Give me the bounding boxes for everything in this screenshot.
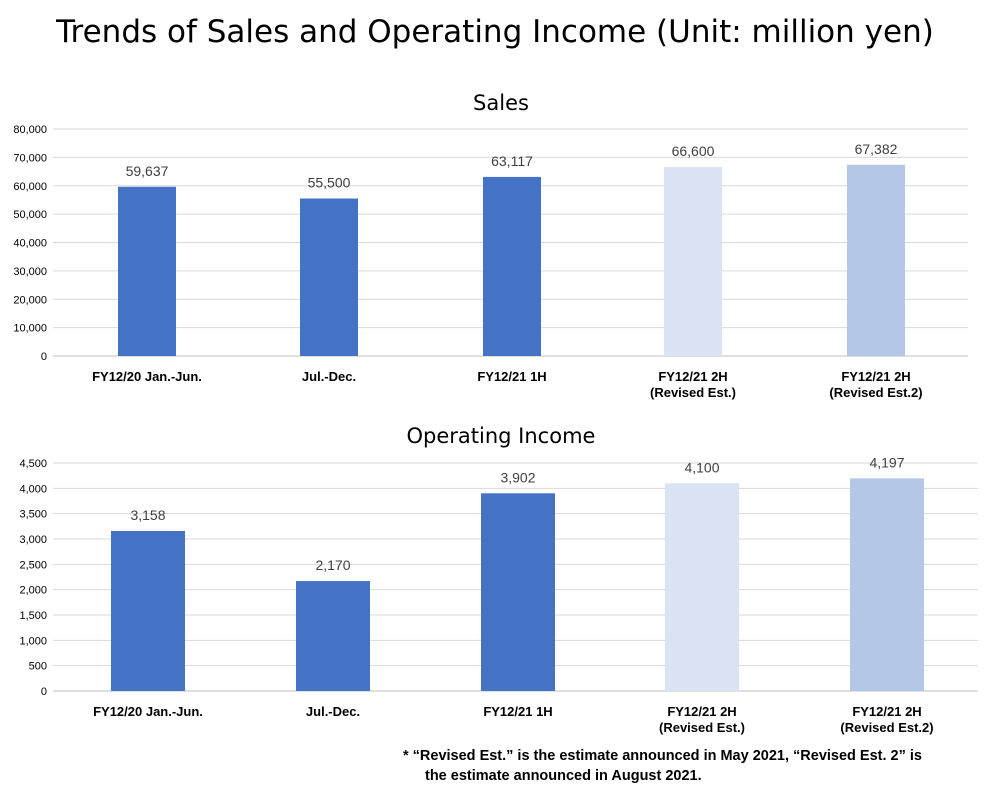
- data-label: 3,902: [500, 469, 535, 485]
- bar: [296, 581, 370, 691]
- y-tick-label: 1,500: [19, 610, 47, 622]
- data-label: 2,170: [315, 557, 350, 573]
- bar: [481, 493, 555, 691]
- category-label: FY12/20 Jan.-Jun.: [93, 704, 203, 719]
- category-label: FY12/21 2H: [841, 369, 910, 384]
- category-label: FY12/21 2H: [667, 704, 736, 719]
- bar: [847, 164, 905, 356]
- bar: [850, 478, 924, 691]
- data-label: 4,100: [684, 459, 719, 475]
- y-tick-label: 60,000: [13, 181, 47, 193]
- bar: [118, 186, 176, 356]
- y-tick-label: 500: [29, 661, 47, 673]
- data-label: 4,197: [869, 454, 904, 470]
- data-label: 67,382: [855, 141, 898, 157]
- y-tick-label: 0: [41, 351, 47, 363]
- operating-income-chart-plot: 0 500 1,000 1,500 2,000 2,500 3,000 3,500 4,000 4…: [19, 454, 978, 735]
- y-tick-label: 20,000: [13, 294, 47, 306]
- y-tick-label: 10,000: [13, 323, 47, 335]
- bar: [664, 167, 722, 356]
- y-tick-label: 2,000: [19, 585, 47, 597]
- bar: [665, 483, 739, 691]
- category-label: FY12/20 Jan.-Jun.: [92, 369, 202, 384]
- category-label: FY12/21 2H: [658, 369, 727, 384]
- y-tick-label: 30,000: [13, 266, 47, 278]
- footnote-line-2: the estimate announced in August 2021.: [425, 768, 702, 784]
- y-tick-label: 1,000: [19, 635, 47, 647]
- bar: [111, 530, 185, 691]
- y-tick-label: 0: [41, 686, 47, 698]
- y-tick-label: 4,000: [19, 483, 47, 495]
- sales-chart-plot: 0 10,000 20,000 30,000 40,000 50,000 60,000 70,…: [13, 124, 968, 400]
- bar: [483, 176, 541, 356]
- y-tick-label: 40,000: [13, 238, 47, 250]
- category-label: FY12/21 1H: [483, 704, 552, 719]
- category-label: (Revised Est.): [659, 720, 745, 735]
- operating-income-chart-title: Operating Income: [406, 424, 596, 448]
- category-label: FY12/21 2H: [852, 704, 921, 719]
- data-label: 66,600: [672, 143, 715, 159]
- y-tick-label: 2,500: [19, 559, 47, 571]
- operating-income-chart: Operating Income 0 500 1,000 1,500 2,000 2,50…: [19, 424, 978, 735]
- data-label: 55,500: [308, 175, 351, 191]
- data-label: 3,158: [130, 507, 165, 523]
- y-tick-label: 80,000: [13, 124, 47, 136]
- category-label: Jul.-Dec.: [306, 704, 360, 719]
- y-tick-label: 4,500: [19, 458, 47, 470]
- y-tick-label: 50,000: [13, 209, 47, 221]
- category-label: (Revised Est.): [650, 385, 736, 400]
- footnote: * “Revised Est.” is the estimate announc…: [403, 746, 998, 786]
- y-tick-label: 3,500: [19, 509, 47, 521]
- category-label: (Revised Est.2): [840, 720, 933, 735]
- y-tick-label: 3,000: [19, 534, 47, 546]
- category-label: FY12/21 1H: [477, 369, 546, 384]
- y-tick-label: 70,000: [13, 152, 47, 164]
- category-label: Jul.-Dec.: [302, 369, 356, 384]
- footnote-line-1: * “Revised Est.” is the estimate announc…: [403, 748, 922, 764]
- page-title: Trends of Sales and Operating Income (Un…: [56, 14, 934, 50]
- sales-chart-title: Sales: [473, 91, 529, 115]
- sales-chart: Sales 0 10,000 20,000 30,000 40,000 50,000 60,…: [13, 91, 968, 400]
- data-label: 59,637: [126, 163, 169, 179]
- data-label: 63,117: [491, 153, 533, 169]
- bar: [300, 198, 358, 356]
- category-label: (Revised Est.2): [829, 385, 922, 400]
